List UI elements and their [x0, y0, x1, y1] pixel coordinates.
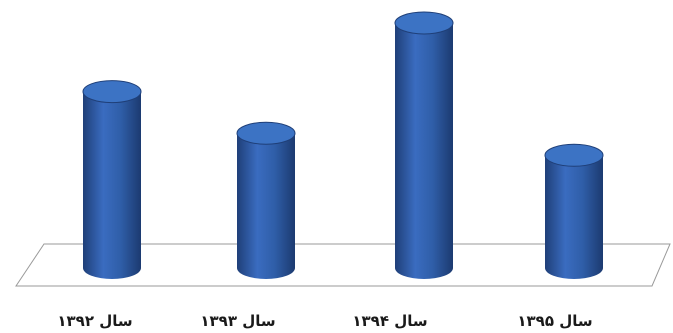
bar-3 [544, 143, 604, 279]
bar-body-2 [395, 23, 453, 279]
bar-0 [82, 80, 142, 279]
bar-top-0 [82, 80, 142, 104]
tick-label-1: سال ۱۳۹۳ [200, 312, 275, 330]
bar-top-1 [236, 121, 296, 145]
bar-2 [394, 11, 454, 279]
bar-body-1 [237, 133, 295, 279]
tick-label-0: سال ۱۳۹۲ [57, 312, 132, 330]
bar-group [82, 11, 604, 279]
bar-body-0 [83, 91, 141, 279]
chart-floor [15, 243, 671, 287]
bar-body-3 [545, 155, 603, 279]
bar-1 [236, 121, 296, 279]
tick-label-2: سال ۱۳۹۴ [352, 312, 427, 330]
bar-top-3 [544, 143, 604, 167]
tick-label-3: سال ۱۳۹۵ [517, 312, 592, 330]
bar-top-2 [394, 11, 454, 35]
